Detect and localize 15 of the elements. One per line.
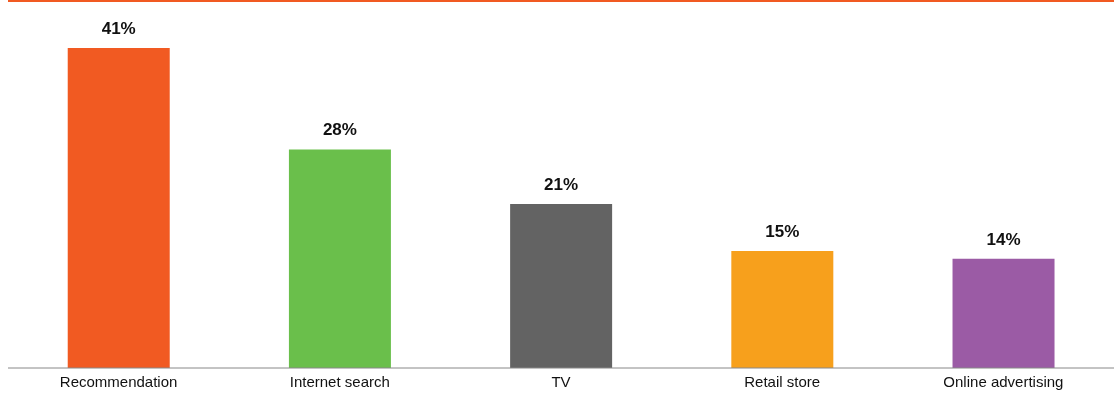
data-label: 14% xyxy=(986,229,1021,249)
bar xyxy=(952,258,1055,368)
x-tick-label: Online advertising xyxy=(943,372,1064,390)
x-tick-label: Retail store xyxy=(744,372,821,390)
x-tick-label: TV xyxy=(551,372,571,390)
data-label: 21% xyxy=(544,175,579,195)
bar xyxy=(67,48,170,368)
bar xyxy=(288,149,391,368)
bar xyxy=(510,204,613,368)
x-tick-label: Recommendation xyxy=(59,372,178,390)
data-label: 41% xyxy=(101,19,136,38)
bar xyxy=(731,250,834,368)
data-label: 15% xyxy=(765,221,800,241)
data-label: 28% xyxy=(322,120,357,140)
x-tick-label: Internet search xyxy=(289,372,390,390)
